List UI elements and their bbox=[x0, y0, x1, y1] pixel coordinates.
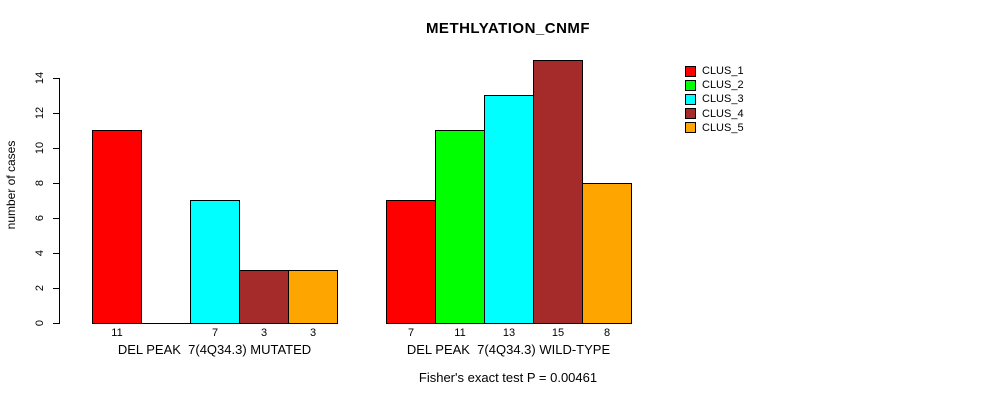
bar-value-label: 7 bbox=[407, 327, 415, 339]
bar-CLUS_5 bbox=[288, 270, 338, 324]
y-axis-tick bbox=[53, 288, 59, 289]
legend-label: CLUS_5 bbox=[702, 121, 744, 134]
bar-value-label: 7 bbox=[211, 327, 219, 339]
fisher-test-annotation: Fisher's exact test P = 0.00461 bbox=[418, 370, 598, 385]
bar-value-label: 3 bbox=[309, 327, 317, 339]
y-axis-tick bbox=[53, 323, 59, 324]
y-axis-tick bbox=[53, 78, 59, 79]
legend-label: CLUS_4 bbox=[702, 107, 744, 120]
legend-label: CLUS_3 bbox=[702, 93, 744, 106]
bar-CLUS_1 bbox=[386, 200, 436, 324]
legend-label: CLUS_2 bbox=[702, 79, 744, 92]
chart-title: METHLYATION_CNMF bbox=[425, 20, 591, 37]
legend-swatch bbox=[685, 79, 696, 91]
y-axis-line bbox=[59, 78, 60, 324]
bar-CLUS_3 bbox=[190, 200, 240, 324]
bar-CLUS_1 bbox=[92, 130, 142, 324]
legend-swatch bbox=[685, 122, 696, 134]
bar-CLUS_5 bbox=[582, 183, 632, 324]
legend-item: CLUS_1 bbox=[685, 65, 744, 78]
bar-value-label: 11 bbox=[454, 327, 466, 339]
y-axis-tick bbox=[53, 253, 59, 254]
bar-value-label: 15 bbox=[551, 327, 565, 339]
legend-swatch bbox=[685, 93, 696, 105]
legend-swatch bbox=[685, 65, 696, 77]
bar-value-label: 11 bbox=[111, 327, 123, 339]
legend-item: CLUS_4 bbox=[685, 107, 744, 120]
legend-item: CLUS_2 bbox=[685, 79, 744, 92]
legend-label: CLUS_1 bbox=[702, 65, 744, 77]
group-label: DEL PEAK 7(4Q34.3) MUTATED bbox=[117, 342, 312, 357]
legend-swatch bbox=[685, 108, 696, 120]
legend-item: CLUS_5 bbox=[685, 121, 744, 134]
bar-CLUS_4 bbox=[239, 270, 289, 324]
y-axis-tick bbox=[53, 148, 59, 149]
group-label: DEL PEAK 7(4Q34.3) WILD-TYPE bbox=[406, 342, 611, 357]
y-axis-tick bbox=[53, 113, 59, 114]
bar-value-label: 8 bbox=[603, 327, 611, 339]
y-axis-tick bbox=[53, 183, 59, 184]
bar-value-label: 13 bbox=[502, 327, 516, 339]
legend-item: CLUS_3 bbox=[685, 93, 744, 106]
y-axis-tick bbox=[53, 218, 59, 219]
bar-value-label: 3 bbox=[260, 327, 268, 339]
